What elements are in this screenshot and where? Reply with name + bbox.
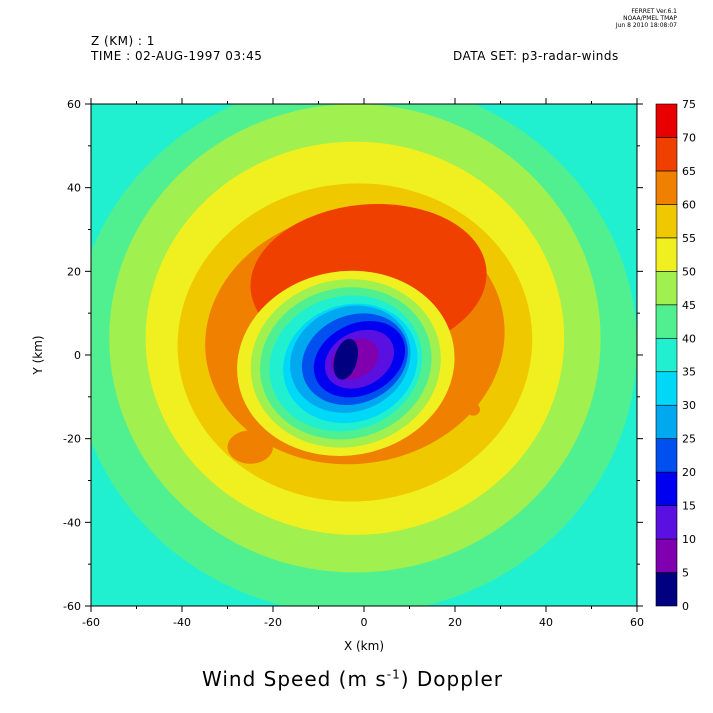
chart-title: Wind Speed (m s-1) Doppler (202, 667, 503, 691)
title-superscript: -1 (386, 667, 401, 682)
colorbar-swatch-50 (655, 237, 678, 272)
colorbar-swatch-25 (655, 404, 678, 439)
y-tick-label: 60 (67, 98, 81, 111)
x-tick-label: -40 (173, 616, 191, 629)
y-tick-label: 0 (74, 349, 81, 362)
contour-band-0-16 (333, 338, 359, 380)
x-axis-title: X (km) (344, 639, 384, 653)
x-tick-label: 0 (361, 616, 368, 629)
contour-field (91, 104, 637, 606)
colorbar: 0 5 10 15 20 25 30 35 40 45 50 55 60 65 70 75 (655, 98, 696, 613)
colorbar-swatch-20 (655, 438, 678, 473)
colorbar-label: 15 (682, 500, 696, 513)
colorbar-label: 0 (682, 600, 689, 613)
title-prefix: Wind Speed (m s (202, 667, 387, 691)
contour-patch-60-east (466, 403, 481, 416)
colorbar-swatch-45 (655, 271, 678, 306)
colorbar-swatch-30 (655, 371, 678, 406)
colorbar-swatch-35 (655, 337, 678, 373)
contour-patch-60-southwest (227, 430, 273, 464)
colorbar-swatch-65 (655, 137, 678, 172)
colorbar-label: 60 (682, 198, 696, 211)
colorbar-label: 45 (682, 299, 696, 312)
ferret-org: NOAA/PMEL TMAP (623, 15, 677, 22)
colorbar-swatch-55 (655, 204, 678, 239)
x-tick-label: -60 (82, 616, 100, 629)
colorbar-label: 5 (682, 567, 689, 580)
colorbar-label: 20 (682, 466, 696, 479)
colorbar-label: 50 (682, 265, 696, 278)
y-tick-label: 40 (67, 182, 81, 195)
colorbar-label: 75 (682, 98, 696, 111)
x-tick-label: -20 (264, 616, 282, 629)
colorbar-label: 65 (682, 165, 696, 178)
y-axis-title: Y (km) (31, 335, 45, 375)
colorbar-label: 35 (682, 366, 696, 379)
colorbar-swatch-70 (655, 103, 678, 138)
x-tick-label: 40 (539, 616, 553, 629)
time-label: TIME : 02-AUG-1997 03:45 (91, 49, 263, 63)
colorbar-swatch-10 (655, 505, 678, 540)
colorbar-label: 30 (682, 399, 696, 412)
colorbar-label: 10 (682, 533, 696, 546)
x-tick-label: 20 (448, 616, 462, 629)
colorbar-swatch-60 (655, 170, 678, 205)
y-tick-label: 20 (67, 265, 81, 278)
axes: -60 -40 -20 0 20 40 60 -60 -40 -20 0 20 40 60 (63, 98, 644, 629)
colorbar-swatch-40 (655, 304, 678, 339)
colorbar-swatch-15 (655, 471, 678, 506)
colorbar-swatch-0 (655, 572, 678, 607)
colorbar-swatch-5 (655, 538, 678, 573)
colorbar-label: 40 (682, 332, 696, 345)
title-suffix: ) Doppler (400, 667, 503, 691)
y-tick-label: -40 (63, 516, 81, 529)
ferret-date: Jun 8 2010 18:08:07 (615, 22, 677, 29)
dataset-label: DATA SET: p3-radar-winds (453, 49, 619, 63)
z-level-label: Z (KM) : 1 (91, 34, 155, 48)
ferret-version: FERRET Ver.6.1 (631, 8, 677, 15)
colorbar-label: 55 (682, 232, 696, 245)
colorbar-label: 25 (682, 433, 696, 446)
y-tick-label: -60 (63, 600, 81, 613)
colorbar-label: 70 (682, 131, 696, 144)
x-tick-label: 60 (630, 616, 644, 629)
y-tick-label: -20 (63, 433, 81, 446)
